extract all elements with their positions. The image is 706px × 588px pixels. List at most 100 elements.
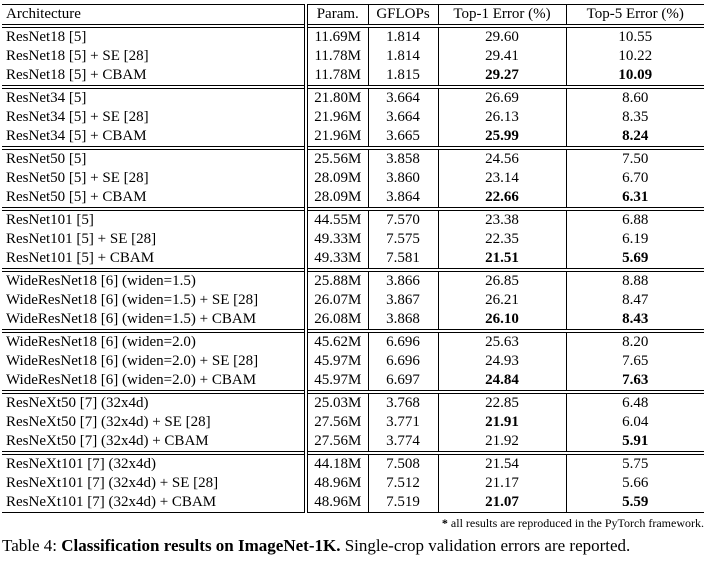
- cell-top1-error: 29.60: [438, 26, 567, 47]
- cell-params: 27.56M: [306, 432, 369, 453]
- cell-params: 11.78M: [306, 66, 369, 87]
- col-header-architecture: Architecture: [2, 4, 308, 26]
- col-header-gflops: GFLOPs: [368, 4, 439, 26]
- cell-gflops: 3.664: [368, 87, 439, 108]
- cell-params: 25.88M: [306, 270, 369, 291]
- col-header-top1-error: Top-1 Error (%): [438, 4, 567, 26]
- caption-title: Classification results on ImageNet-1K.: [61, 536, 341, 555]
- caption-label: Table 4:: [2, 536, 62, 555]
- cell-architecture: ResNeXt50 [7] (32x4d): [2, 392, 308, 413]
- table-row: ResNet34 [5] + CBAM 21.96M 3.665 25.99 8.24: [2, 127, 704, 148]
- cell-top1-error: 21.54: [438, 453, 567, 474]
- cell-params: 27.56M: [306, 413, 369, 432]
- table-row: ResNet50 [5] 25.56M 3.858 24.56 7.50: [2, 148, 704, 169]
- cell-gflops: 3.866: [368, 270, 439, 291]
- cell-top5-error: 7.65: [622, 353, 649, 369]
- cell-params: 25.03M: [306, 392, 369, 413]
- cell-top5-error: 10.22: [618, 48, 653, 64]
- cell-top1-error: 26.13: [438, 108, 567, 127]
- cell-top5-error: 6.19: [622, 231, 649, 247]
- cell-params: 45.97M: [306, 352, 369, 371]
- cell-architecture: ResNet18 [5] + SE [28]: [2, 47, 308, 66]
- cell-top5-error: 8.88: [622, 273, 649, 289]
- cell-gflops: 7.512: [368, 474, 439, 493]
- cell-top1-error: 29.27: [438, 66, 567, 87]
- table-row: WideResNet18 [6] (widen=1.5) + CBAM 26.08…: [2, 310, 704, 331]
- table-row: WideResNet18 [6] (widen=2.0) + SE [28] 45…: [2, 352, 704, 371]
- cell-top1-error: 24.56: [438, 148, 567, 169]
- table-row: ResNet101 [5] 44.55M 7.570 23.38 6.88: [2, 209, 704, 230]
- cell-params: 26.08M: [306, 310, 369, 331]
- cell-gflops: 3.860: [368, 169, 439, 188]
- table-row: ResNet34 [5] 21.80M 3.664 26.69 8.60: [2, 87, 704, 108]
- cell-gflops: 3.665: [368, 127, 439, 148]
- table-row: ResNeXt50 [7] (32x4d) 25.03M 3.768 22.85 6.4…: [2, 392, 704, 413]
- cell-top1-error: 21.51: [438, 249, 567, 270]
- caption-rest: Single-crop validation errors are report…: [340, 536, 631, 555]
- cell-gflops: 3.664: [368, 108, 439, 127]
- table-row: WideResNet18 [6] (widen=2.0) 45.62M 6.696 2…: [2, 331, 704, 352]
- cell-top1-error: 24.84: [438, 371, 567, 392]
- cell-top1-error: 25.99: [438, 127, 567, 148]
- table-row: ResNeXt101 [7] (32x4d) + CBAM 48.96M 7.519…: [2, 493, 704, 513]
- cell-top5-error: 8.60: [622, 90, 649, 106]
- cell-gflops: 7.575: [368, 230, 439, 249]
- table-row: ResNet18 [5] 11.69M 1.814 29.60 10.55: [2, 26, 704, 47]
- cell-gflops: 6.697: [368, 371, 439, 392]
- architecture-group-3: ResNet50 [5] 25.56M 3.858 24.56 7.50 ResNet50…: [2, 148, 704, 209]
- cell-gflops: 1.814: [368, 26, 439, 47]
- cell-top5-error: 6.04: [622, 414, 649, 430]
- cell-gflops: 7.508: [368, 453, 439, 474]
- cell-top5-error: 8.20: [622, 334, 649, 350]
- table-row: WideResNet18 [6] (widen=1.5) + SE [28] 26…: [2, 291, 704, 310]
- table-row: ResNet18 [5] + CBAM 11.78M 1.815 29.27 10.09: [2, 66, 704, 87]
- architecture-group-8: ResNeXt101 [7] (32x4d) 44.18M 7.508 21.54 5.…: [2, 453, 704, 513]
- cell-gflops: 6.696: [368, 331, 439, 352]
- cell-params: 26.07M: [306, 291, 369, 310]
- cell-top5-error: 6.31: [622, 189, 649, 205]
- cell-top5-error: 5.66: [622, 475, 649, 491]
- architecture-group-7: ResNeXt50 [7] (32x4d) 25.03M 3.768 22.85 6.4…: [2, 392, 704, 453]
- cell-architecture: ResNet50 [5]: [2, 148, 308, 169]
- cell-architecture: ResNeXt50 [7] (32x4d) + SE [28]: [2, 413, 308, 432]
- cell-gflops: 3.868: [368, 310, 439, 331]
- cell-params: 21.96M: [306, 127, 369, 148]
- cell-architecture: ResNet50 [5] + CBAM: [2, 188, 308, 209]
- cell-architecture: ResNet101 [5] + SE [28]: [2, 230, 308, 249]
- cell-params: 48.96M: [306, 493, 369, 513]
- table-row: ResNet50 [5] + SE [28] 28.09M 3.860 23.14 6.…: [2, 169, 704, 188]
- cell-top1-error: 22.66: [438, 188, 567, 209]
- table-row: ResNeXt50 [7] (32x4d) + SE [28] 27.56M 3.7…: [2, 413, 704, 432]
- cell-top1-error: 21.17: [438, 474, 567, 493]
- cell-top1-error: 21.07: [438, 493, 567, 513]
- cell-top1-error: 23.38: [438, 209, 567, 230]
- cell-architecture: WideResNet18 [6] (widen=1.5) + SE [28]: [2, 291, 308, 310]
- cell-top5-error: 6.70: [622, 170, 649, 186]
- cell-top5-error: 5.75: [622, 456, 649, 472]
- table-row: WideResNet18 [6] (widen=1.5) 25.88M 3.866 2…: [2, 270, 704, 291]
- architecture-group-6: WideResNet18 [6] (widen=2.0) 45.62M 6.696 2…: [2, 331, 704, 392]
- cell-gflops: 7.581: [368, 249, 439, 270]
- table-row: ResNeXt101 [7] (32x4d) + SE [28] 48.96M 7.…: [2, 474, 704, 493]
- cell-params: 11.69M: [306, 26, 369, 47]
- architecture-group-5: WideResNet18 [6] (widen=1.5) 25.88M 3.866 2…: [2, 270, 704, 331]
- cell-top1-error: 26.10: [438, 310, 567, 331]
- cell-gflops: 3.771: [368, 413, 439, 432]
- header-row: Architecture Param. GFLOPs Top-1 Error (…: [2, 4, 704, 26]
- footnote: * all results are reproduced in the PyTo…: [2, 516, 704, 531]
- cell-gflops: 3.774: [368, 432, 439, 453]
- cell-top5-error: 5.69: [622, 250, 649, 266]
- col-header-top5-error: Top-5 Error (%): [586, 6, 684, 22]
- col-header-params: Param.: [306, 4, 369, 26]
- results-table: Architecture Param. GFLOPs Top-1 Error (…: [2, 4, 704, 513]
- cell-params: 48.96M: [306, 474, 369, 493]
- cell-gflops: 1.814: [368, 47, 439, 66]
- cell-gflops: 3.768: [368, 392, 439, 413]
- cell-architecture: ResNeXt101 [7] (32x4d) + SE [28]: [2, 474, 308, 493]
- cell-top1-error: 25.63: [438, 331, 567, 352]
- table-row: ResNet50 [5] + CBAM 28.09M 3.864 22.66 6.31: [2, 188, 704, 209]
- cell-params: 45.62M: [306, 331, 369, 352]
- table-row: ResNet101 [5] + CBAM 49.33M 7.581 21.51 5.69: [2, 249, 704, 270]
- cell-top5-error: 7.50: [622, 151, 649, 167]
- cell-params: 25.56M: [306, 148, 369, 169]
